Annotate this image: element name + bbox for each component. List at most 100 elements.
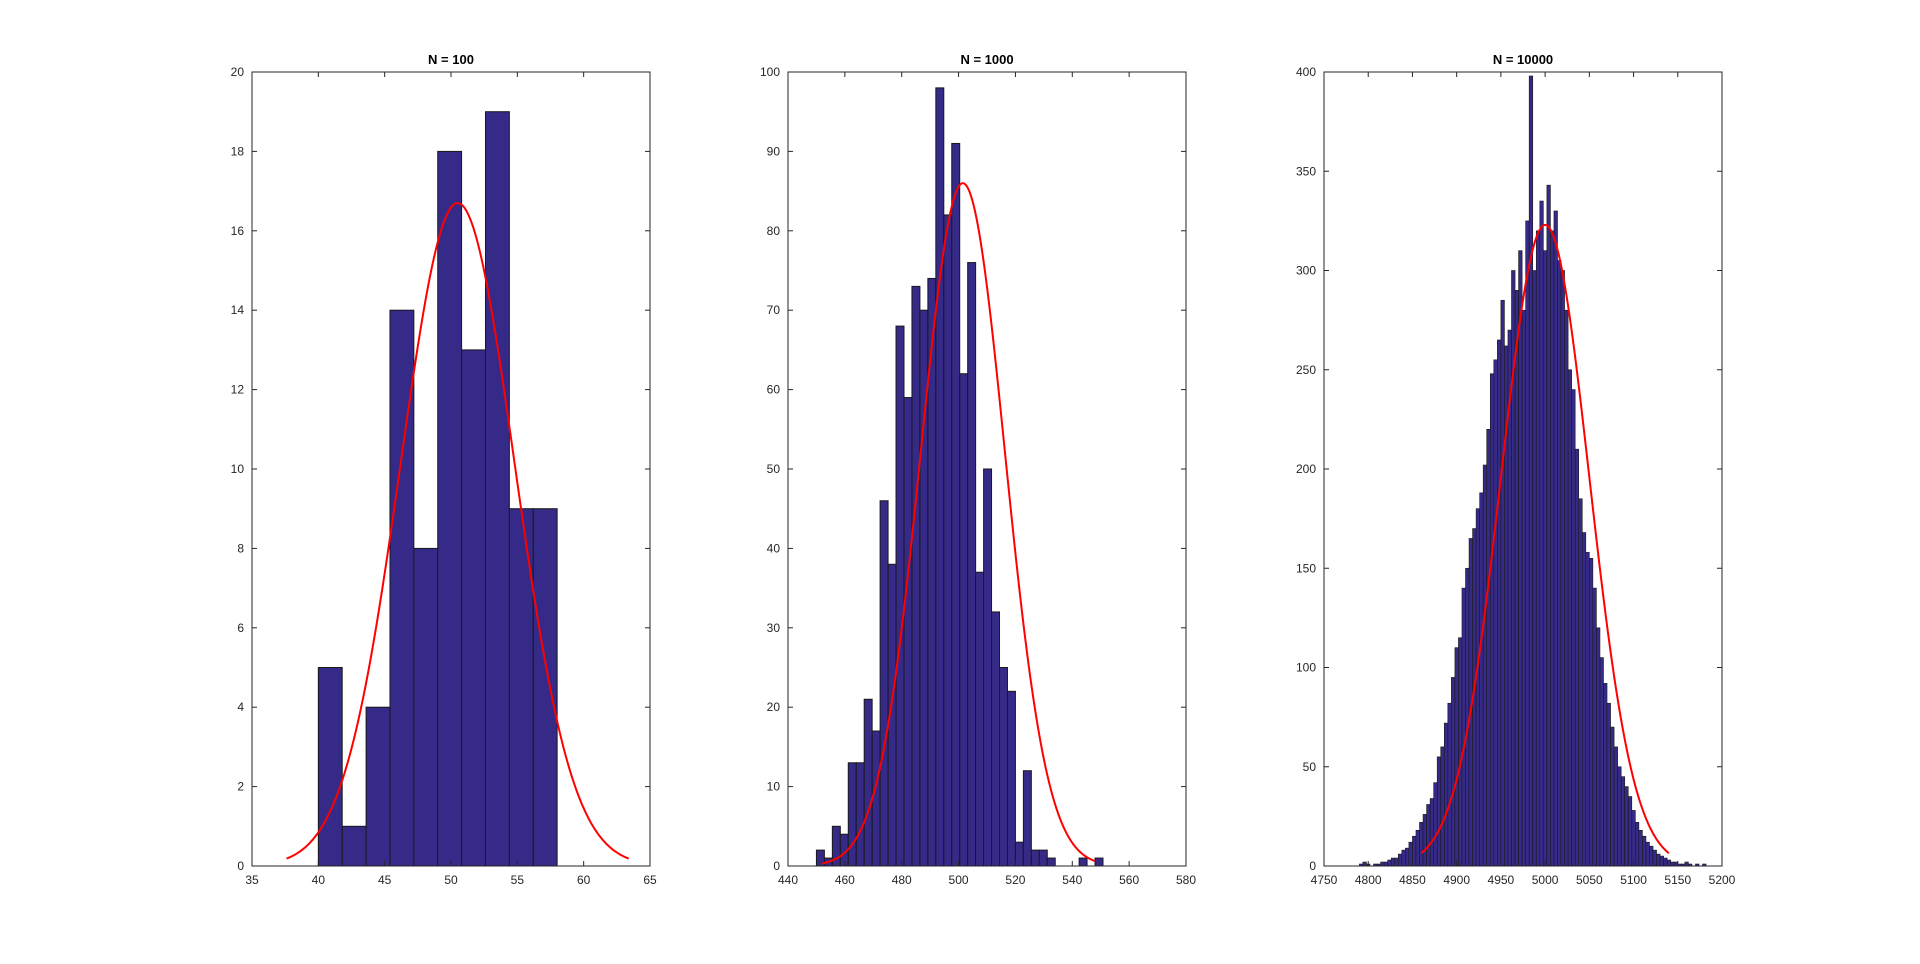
subplot-2: 440 460 480 500 520 540 560 580 0 10 20 30 40 50 60 70 8…	[760, 52, 1196, 887]
histogram-bar	[1454, 647, 1459, 867]
y-tick-label: 100	[760, 65, 780, 79]
histogram-bar	[975, 571, 985, 867]
histogram-bar	[1479, 492, 1484, 867]
histogram-bar	[1613, 746, 1618, 867]
x-axis: 440 460 480 500 520 540 560 580	[778, 72, 1196, 887]
x-tick-label: 45	[378, 873, 392, 887]
histogram-bar	[1401, 849, 1406, 867]
histogram-bar	[437, 150, 463, 867]
histogram-bar	[1497, 339, 1502, 867]
histogram-bar	[1546, 184, 1551, 867]
subplot-title: N = 10000	[1493, 52, 1553, 67]
histogram-bar	[1440, 746, 1445, 867]
histogram-bar	[1617, 766, 1622, 867]
histogram-bar	[413, 547, 439, 867]
y-tick-label: 6	[237, 621, 244, 635]
histogram-bar	[1659, 855, 1664, 867]
y-tick-label: 2	[237, 780, 244, 794]
histogram-bar	[1564, 309, 1569, 867]
histogram-bar	[1535, 230, 1541, 867]
histogram-bar	[1532, 270, 1537, 867]
histogram-bar	[855, 762, 865, 867]
histogram-bar	[1422, 814, 1427, 867]
histogram-bar	[1624, 786, 1629, 867]
y-tick-label: 150	[1296, 561, 1316, 575]
histogram-bar	[1475, 508, 1480, 867]
x-tick-label: 5150	[1664, 873, 1691, 887]
y-tick-label: 0	[237, 859, 244, 873]
histogram-bar	[1567, 369, 1572, 867]
histogram-bar	[461, 349, 486, 867]
histogram-bar	[1578, 498, 1583, 867]
histogram-bar	[484, 111, 510, 867]
y-tick-label: 60	[767, 383, 781, 397]
histogram-bar	[1592, 587, 1597, 867]
histogram-bar	[879, 500, 889, 867]
histogram-bar	[1014, 841, 1024, 867]
histogram-bar	[532, 508, 558, 867]
y-tick-label: 8	[237, 541, 244, 555]
histogram-bar	[1670, 861, 1675, 867]
histogram-bar	[1419, 822, 1424, 867]
histogram-bar	[1387, 859, 1392, 867]
histogram-bar	[1390, 857, 1396, 867]
histogram-bar	[1022, 770, 1032, 867]
subplots: 35 40 45 50 55 60 65 0 2 4 6 8 10 12 14 16 18 20 N = 100 44…	[231, 52, 1736, 887]
x-tick-label: 4800	[1355, 873, 1382, 887]
histogram-bar	[1465, 567, 1470, 867]
histogram-bars	[815, 87, 1104, 867]
subplot-title: N = 1000	[960, 52, 1013, 67]
y-axis: 0 10 20 30 40 50 60 70 80 90 100	[760, 65, 1186, 873]
histogram-bar	[911, 285, 921, 867]
histogram-bar	[863, 698, 873, 867]
histogram-bar	[967, 262, 977, 867]
y-tick-label: 10	[231, 462, 245, 476]
y-tick-label: 20	[231, 65, 245, 79]
x-tick-label: 440	[778, 873, 798, 887]
y-tick-label: 0	[1309, 859, 1316, 873]
histogram-bar	[1553, 210, 1558, 867]
y-tick-label: 90	[767, 144, 781, 158]
histogram-bar	[1525, 220, 1530, 867]
x-axis: 35 40 45 50 55 60 65	[245, 72, 657, 887]
histogram-bar	[1408, 841, 1413, 867]
histogram-bar	[1405, 847, 1410, 867]
histogram-bars	[317, 111, 558, 867]
histogram-bar	[1603, 683, 1608, 867]
histogram-bar	[935, 87, 945, 867]
subplot-title: N = 100	[428, 52, 474, 67]
histogram-bar	[1489, 373, 1495, 867]
histogram-bar	[1581, 532, 1587, 867]
x-tick-label: 560	[1119, 873, 1139, 887]
x-tick-label: 540	[1062, 873, 1082, 887]
y-axis: 0 2 4 6 8 10 12 14 16 18 20	[231, 65, 650, 873]
x-tick-label: 580	[1176, 873, 1196, 887]
histogram-bar	[1433, 782, 1438, 867]
histogram-bar	[1046, 857, 1056, 867]
x-tick-label: 40	[312, 873, 326, 887]
histogram-bar	[1412, 835, 1417, 867]
y-tick-label: 4	[237, 700, 244, 714]
x-tick-label: 4750	[1311, 873, 1338, 887]
x-tick-label: 4850	[1399, 873, 1426, 887]
normal-fit-curve	[821, 182, 1096, 865]
histogram-bar	[1426, 804, 1431, 867]
y-tick-label: 300	[1296, 264, 1316, 278]
histogram-bar	[1458, 637, 1463, 867]
histogram-bar	[1493, 359, 1498, 867]
histogram-bar	[1599, 657, 1604, 867]
histogram-bar	[1645, 841, 1650, 867]
histogram-bar	[1482, 464, 1488, 867]
histogram-bar	[1560, 270, 1565, 867]
y-tick-label: 250	[1296, 363, 1316, 377]
y-tick-label: 16	[231, 224, 245, 238]
histogram-bar	[1656, 853, 1661, 867]
y-tick-label: 80	[767, 224, 781, 238]
histogram-bar	[1663, 857, 1668, 867]
y-tick-label: 70	[767, 303, 781, 317]
histogram-bar	[1642, 835, 1647, 867]
histogram-bar	[983, 468, 993, 867]
histogram-bar	[1429, 798, 1434, 867]
histogram-bar	[1585, 552, 1590, 867]
x-tick-label: 50	[444, 873, 458, 887]
